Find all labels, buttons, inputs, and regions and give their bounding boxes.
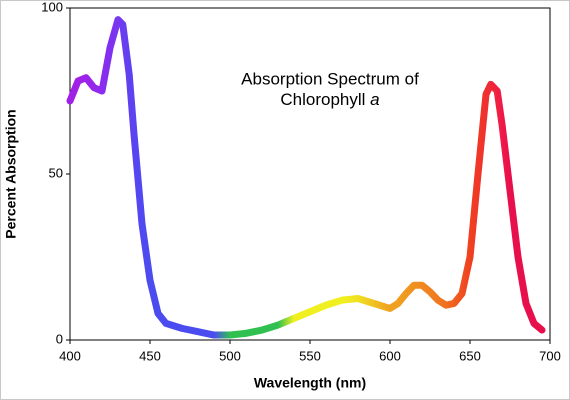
x-tick-label: 450 <box>139 348 161 363</box>
y-tick-label: 100 <box>41 0 63 14</box>
x-axis-label: Wavelength (nm) <box>254 375 366 391</box>
x-tick-label: 600 <box>379 348 401 363</box>
chart-title-part: Chlorophyll <box>280 90 365 109</box>
x-tick-label: 700 <box>539 348 561 363</box>
x-tick-label: 400 <box>59 348 81 363</box>
chart-title-italic: a <box>370 90 379 109</box>
spectrum-line <box>66 16 546 339</box>
x-tick-label: 500 <box>219 348 241 363</box>
x-tick-label: 550 <box>299 348 321 363</box>
chart-title: Chlorophyll a <box>280 90 379 109</box>
y-axis-label: Percent Absorption <box>3 109 19 238</box>
x-tick-label: 650 <box>459 348 481 363</box>
y-tick-label: 0 <box>56 331 63 346</box>
y-tick-label: 50 <box>49 165 63 180</box>
chart-title: Absorption Spectrum of <box>241 69 419 88</box>
